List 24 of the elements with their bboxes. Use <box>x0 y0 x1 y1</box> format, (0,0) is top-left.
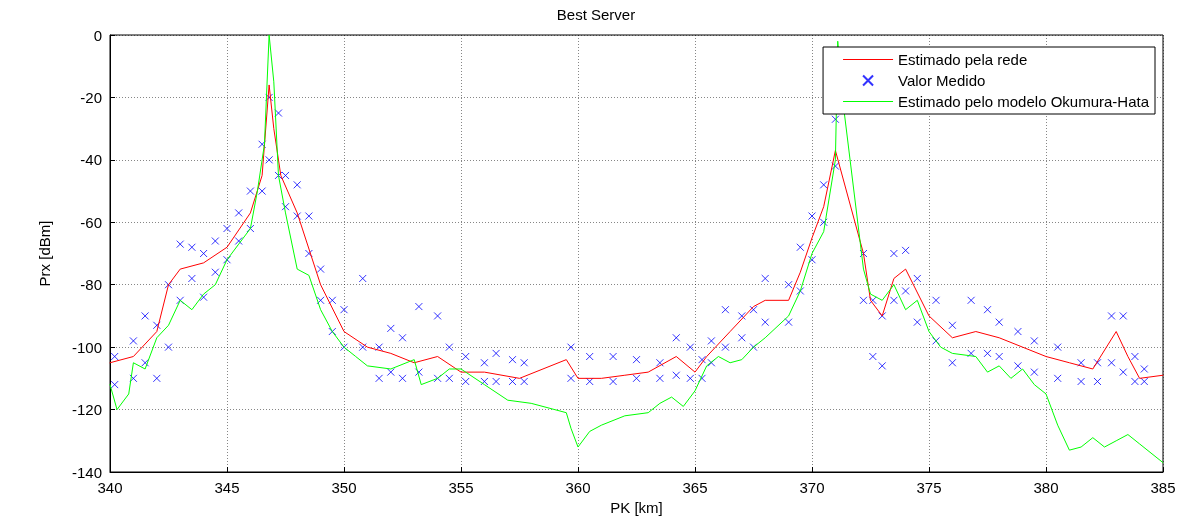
x-tick-label: 340 <box>97 479 123 496</box>
y-tick-label: -120 <box>71 401 102 419</box>
y-axis-title: Prx [dBm] <box>36 220 53 287</box>
y-tick-label: -100 <box>71 338 102 356</box>
x-tick-label: 380 <box>1033 479 1059 496</box>
y-tick-label: -40 <box>80 151 102 169</box>
legend-label: Estimado pela rede <box>898 51 1028 68</box>
y-tick-label: -20 <box>80 88 102 106</box>
x-tick-label: 385 <box>1150 479 1176 496</box>
y-tick-label: 0 <box>93 26 102 44</box>
x-tick-label: 345 <box>214 479 240 496</box>
y-tick-label: -80 <box>80 276 102 294</box>
x-tick-label: 360 <box>565 479 591 496</box>
x-tick-label: 370 <box>799 479 825 496</box>
x-axis-title: PK [km] <box>610 498 663 516</box>
y-tick-label: -60 <box>80 213 102 231</box>
legend-label: Estimado pelo modelo Okumura-Hata <box>898 93 1150 110</box>
chart-title: Best Server <box>556 6 636 23</box>
legend-label: Valor Medido <box>898 72 986 89</box>
x-tick-label: 365 <box>682 479 708 496</box>
x-tick-label: 355 <box>448 479 474 496</box>
y-tick-label: -140 <box>71 463 102 481</box>
x-tick-label: 350 <box>331 479 357 496</box>
x-tick-label: 375 <box>916 479 942 496</box>
